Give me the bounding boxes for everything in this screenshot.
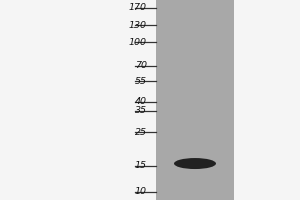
FancyBboxPatch shape <box>0 0 156 200</box>
Text: 15: 15 <box>135 161 147 170</box>
Text: 25: 25 <box>135 128 147 137</box>
Text: 10: 10 <box>135 188 147 196</box>
Text: 100: 100 <box>129 38 147 47</box>
Text: 70: 70 <box>135 61 147 70</box>
Text: 35: 35 <box>135 106 147 115</box>
Text: 55: 55 <box>135 77 147 86</box>
Ellipse shape <box>174 158 216 169</box>
Text: 40: 40 <box>135 97 147 106</box>
FancyBboxPatch shape <box>156 0 234 200</box>
Text: 130: 130 <box>129 21 147 30</box>
Text: 170: 170 <box>129 3 147 12</box>
FancyBboxPatch shape <box>234 0 300 200</box>
